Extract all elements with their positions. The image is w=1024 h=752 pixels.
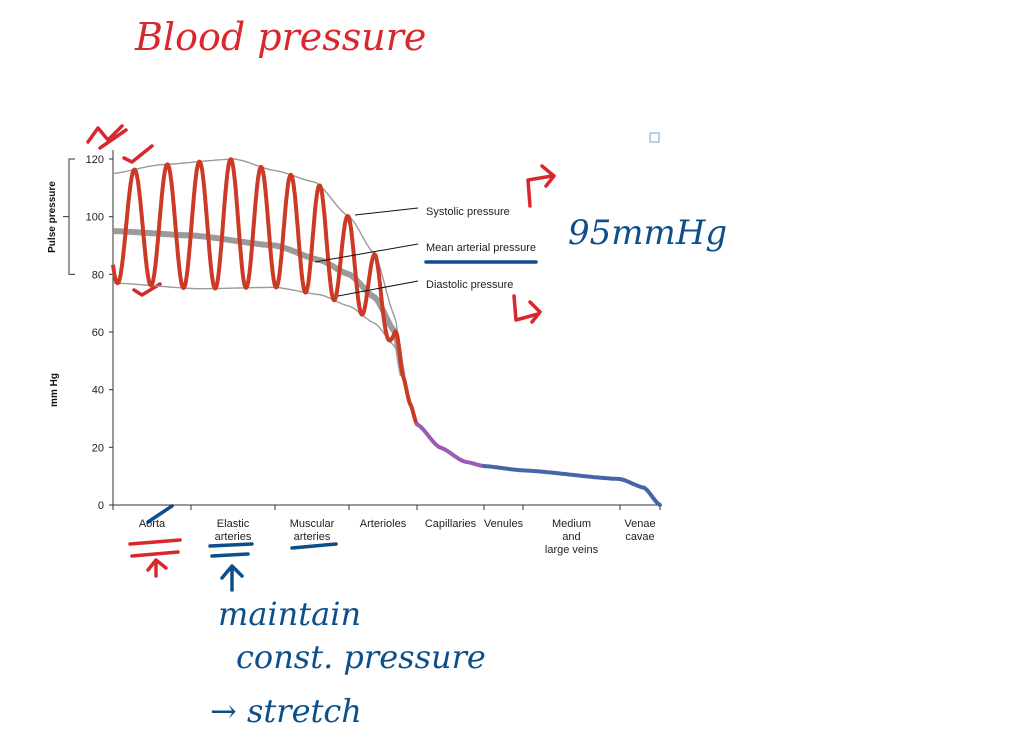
series-systolic-pressure: [112, 158, 404, 376]
annotation-note-const-pressure: const. pressure: [236, 638, 486, 676]
x-category-label: Arterioles: [360, 518, 407, 530]
handwritten-annotations: Blood pressure 95mmHg maintain const. press…: [86, 15, 727, 730]
y-tick-label: 120: [86, 154, 104, 166]
annotation-title: Blood pressure: [134, 15, 426, 59]
y-tick-label: 100: [86, 212, 104, 224]
downstream-pressure-segment: [415, 422, 486, 469]
x-category-label: arteries: [294, 531, 331, 543]
blue-underline-muscular: [290, 542, 338, 550]
y-tick-label: 80: [92, 269, 104, 281]
legend-label: Mean arterial pressure: [426, 242, 536, 254]
x-category-label: Elastic: [217, 518, 250, 530]
blue-up-arrow-elastic: [220, 564, 244, 592]
y-tick-label: 0: [98, 500, 104, 512]
x-category-label: Capillaries: [425, 518, 477, 530]
annotation-note-stretch: → stretch: [210, 692, 362, 730]
x-category-label: Aorta: [139, 518, 166, 530]
x-category-label: large veins: [545, 544, 599, 556]
y-tick-label: 40: [92, 385, 104, 397]
x-category-label: Venules: [484, 518, 524, 530]
legend-leader-line: [354, 207, 419, 216]
y-tick-label: 20: [92, 442, 104, 454]
pulse-pressure-bracket: [63, 158, 75, 275]
blue-double-underline-elastic: [208, 542, 254, 558]
annotation-mean-value: 95mmHg: [568, 213, 727, 253]
downstream-pressure-segment: [482, 464, 662, 507]
x-category-label: Medium: [552, 518, 591, 530]
red-check-systolic: [122, 144, 154, 164]
annotation-note-maintain: maintain: [218, 595, 361, 633]
legend-label: Diastolic pressure: [426, 279, 513, 291]
red-arrow-down: [512, 294, 542, 324]
red-check-diastolic: [132, 282, 162, 297]
x-category-label: and: [562, 531, 580, 543]
x-category-label: arteries: [215, 531, 252, 543]
red-mark-top: [86, 124, 128, 150]
x-category-label: cavae: [625, 531, 654, 543]
pulse-pressure-wave: [111, 157, 405, 376]
expand-icon: [649, 132, 660, 143]
legend-leader-line: [314, 243, 419, 263]
red-up-arrow-aorta: [146, 558, 168, 578]
legend-leader-line: [337, 280, 419, 297]
series-mean-arterial-pressure: [112, 228, 406, 376]
y-tick-label: 60: [92, 327, 104, 339]
y-axis-label: mm Hg: [49, 373, 60, 407]
downstream-pressure-segment: [400, 373, 419, 427]
x-category-label: Venae: [624, 518, 655, 530]
legend-label: Systolic pressure: [426, 206, 510, 218]
red-arrow-up: [526, 164, 556, 208]
pulse-pressure-label: Pulse pressure: [47, 181, 58, 253]
red-double-underline-aorta: [128, 538, 182, 558]
blue-tick-aorta: [146, 504, 174, 524]
x-category-label: Muscular: [290, 518, 335, 530]
